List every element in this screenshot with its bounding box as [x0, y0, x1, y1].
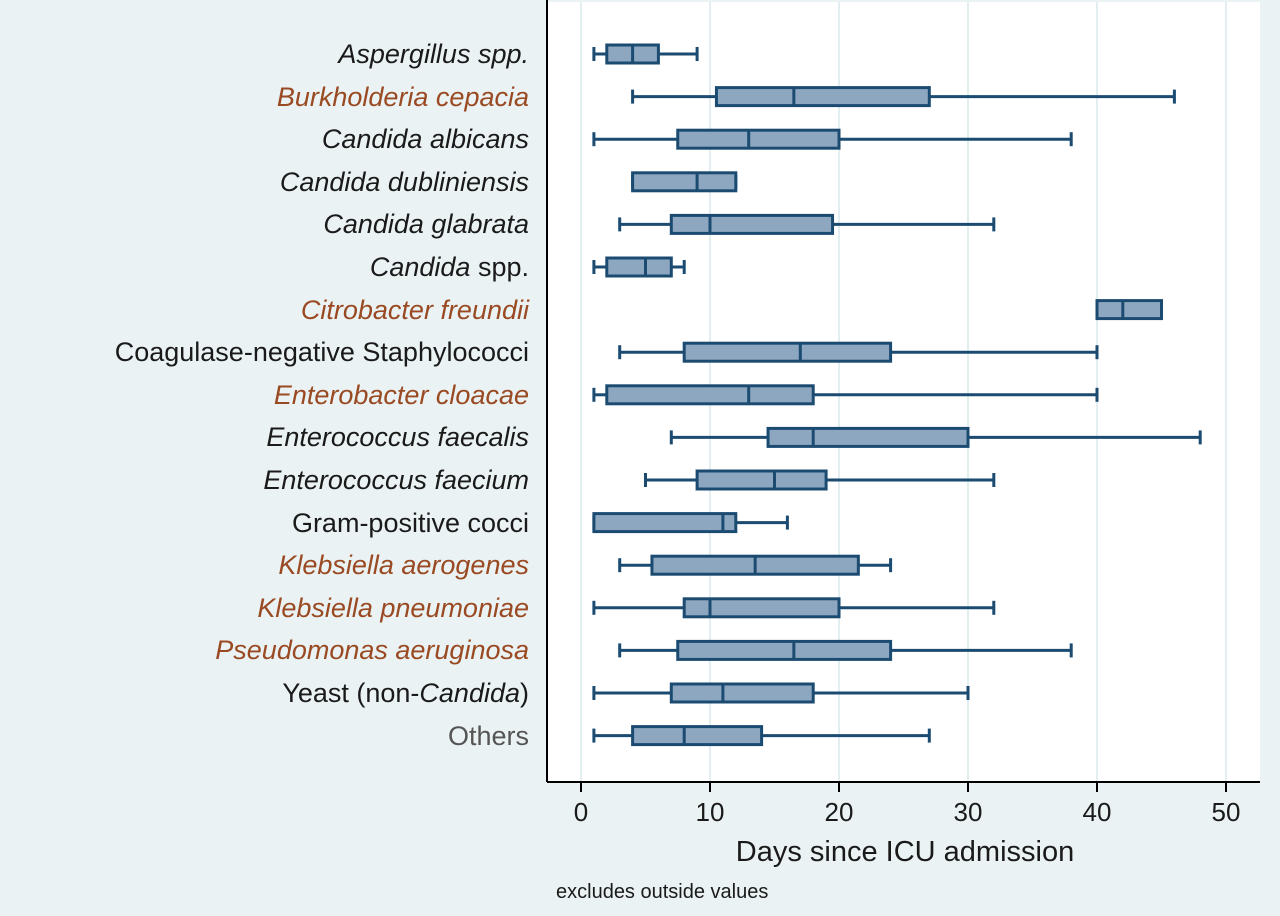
x-tick-label: 40 [1082, 797, 1112, 827]
category-label: Candida dubliniensis [279, 166, 529, 197]
iqr-box [676, 639, 893, 661]
category-label: Klebsiella pneumoniae [257, 592, 529, 623]
iqr-box [695, 469, 828, 491]
footnote: excludes outside values [556, 881, 769, 903]
category-label: Yeast (non-Candida) [282, 678, 529, 708]
category-label: Enterococcus faecalis [266, 422, 529, 453]
x-axis-title: Days since ICU admission [735, 836, 1075, 868]
iqr-box [682, 597, 841, 619]
iqr-box [676, 128, 841, 150]
iqr-box [605, 256, 673, 278]
category-label: Aspergillus spp. [338, 39, 529, 69]
iqr-box [1095, 299, 1163, 321]
category-label: Candida spp. [369, 252, 529, 282]
iqr-box [631, 171, 738, 193]
category-label: Enterococcus faecium [263, 465, 529, 495]
x-tick-label: 20 [824, 797, 854, 827]
x-tick-label: 10 [695, 797, 725, 827]
category-label: Citrobacter freundii [300, 294, 529, 325]
iqr-box [714, 86, 931, 108]
iqr-box [669, 682, 815, 704]
iqr-box [682, 341, 893, 363]
category-label: Enterobacter cloacae [273, 379, 529, 410]
category-label: Candida albicans [321, 124, 529, 155]
category-label: Burkholderia cepacia [276, 81, 529, 112]
category-label: Coagulase-negative Staphylococci [114, 337, 529, 368]
category-label: Gram-positive cocci [291, 507, 529, 538]
iqr-box [605, 384, 815, 406]
category-label: Candida glabrata [323, 209, 529, 240]
category-label: Klebsiella aerogenes [278, 550, 529, 581]
x-tick-label: 0 [573, 797, 589, 827]
category-label: Pseudomonas aeruginosa [215, 635, 529, 666]
x-tick-label: 30 [953, 797, 983, 827]
x-tick-label: 50 [1211, 797, 1241, 827]
iqr-box [592, 512, 738, 534]
category-label: Others [447, 720, 529, 751]
iqr-box [766, 426, 970, 448]
iqr-box [631, 725, 764, 747]
iqr-box [669, 213, 835, 235]
